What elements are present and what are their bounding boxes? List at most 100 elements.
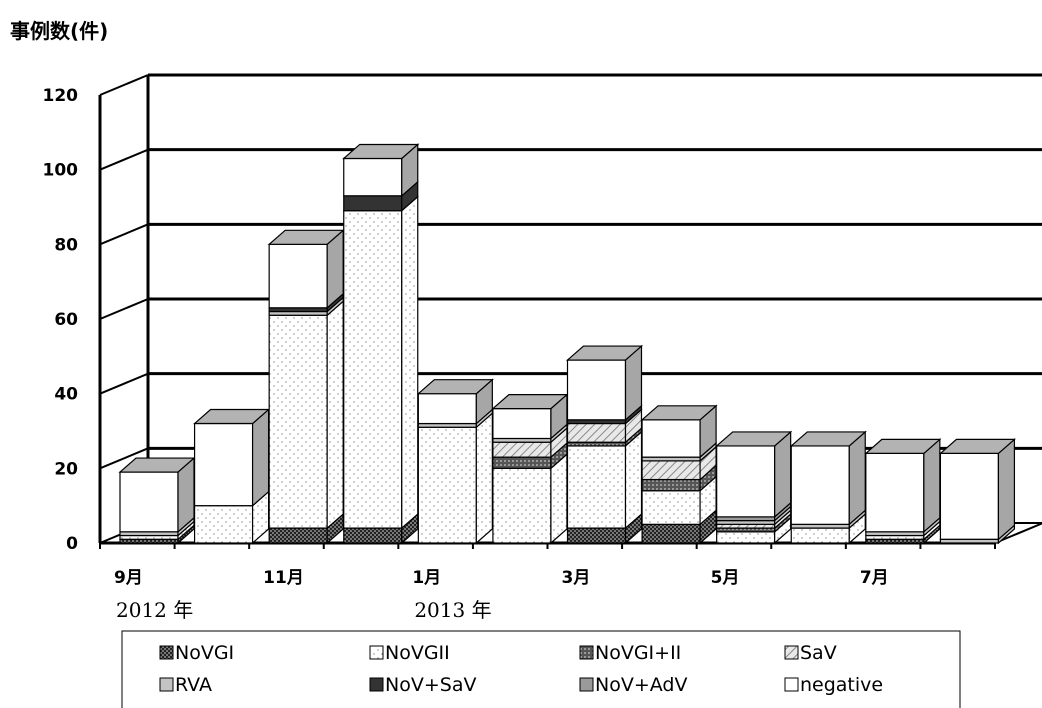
legend-item-NoVGI+II: NoVGI+II <box>579 642 681 664</box>
bar-segment-negative <box>790 445 850 525</box>
bar-stack-3 <box>267 229 345 545</box>
x-tick-label: 5月 <box>711 568 740 588</box>
bar-side-negative <box>251 408 270 507</box>
legend-item-NoVGI: NoVGI <box>159 642 234 664</box>
bar-segment-negative <box>641 419 701 458</box>
legend-swatch <box>579 645 594 660</box>
bar-side-negative <box>923 438 941 534</box>
legend-label: NoVGII <box>385 642 450 664</box>
x-tick-label: 11月 <box>263 568 304 588</box>
legend-frame <box>121 630 961 708</box>
y-tick-labels: 0 20 40 60 80 100 120 <box>43 86 79 554</box>
legend: NoVGI NoVGII NoVGI+II SaV RVA NoV+SaV NoV+AdV n… <box>121 630 961 708</box>
x-tick-label: 9月 <box>114 568 143 588</box>
y-axis-label: 事例数(件) <box>10 19 108 43</box>
bar-side-NoVGII <box>624 430 643 530</box>
bar-stack-11 <box>864 438 942 545</box>
bar-side-negative <box>848 430 866 526</box>
bar-segment-NoVGII <box>566 445 627 529</box>
legend-label: NoVGI <box>175 642 234 664</box>
depth-line <box>99 223 149 246</box>
bar-top <box>640 405 718 421</box>
bar-segment-negative <box>716 445 776 518</box>
bar-segment-negative <box>566 359 627 421</box>
bar-top <box>938 438 1017 454</box>
bar-stack-2 <box>192 408 271 545</box>
bar-stack-9 <box>715 430 793 545</box>
bar-top <box>715 431 793 447</box>
y-tick-label: 120 <box>43 86 79 106</box>
year-label: 2013 年 <box>414 598 491 622</box>
legend-swatch <box>159 645 174 660</box>
legend-swatch <box>159 677 174 692</box>
bar-side-NoVGII <box>401 195 419 530</box>
year-label: 2012 年 <box>116 598 193 622</box>
bar-segment-NoVGII <box>641 490 701 525</box>
legend-label: NoVGI+II <box>595 642 681 664</box>
legend-swatch <box>369 677 384 692</box>
bar-segment-negative <box>193 422 254 507</box>
y-tick-label: 40 <box>54 385 78 405</box>
bar-segment-negative <box>492 408 552 440</box>
bar-stack-6 <box>491 393 569 545</box>
legend-item-NoVGII: NoVGII <box>369 642 450 664</box>
bar-segment-NoVGII <box>417 426 477 544</box>
depth-line <box>99 148 149 171</box>
legend-swatch <box>579 677 594 692</box>
bar-segment-NoVGII <box>492 467 552 544</box>
bar-stack-8 <box>640 404 718 545</box>
legend-item-negative: negative <box>784 674 883 696</box>
x-tick-label: 7月 <box>860 568 889 588</box>
bar-segment-NoVGI <box>268 527 328 544</box>
bar-side-negative <box>997 438 1016 541</box>
bar-side-negative <box>774 430 792 519</box>
bar-segment-NoVGI <box>566 527 627 544</box>
bar-segment-negative <box>417 393 477 425</box>
legend-item-RVA: RVA <box>159 674 212 696</box>
bar-segment-negative <box>939 452 1000 540</box>
bar-top <box>565 345 644 361</box>
legend-label: SaV <box>800 642 837 664</box>
bar-side-NoVGII <box>326 299 344 530</box>
bar-segment-NoVGI+II <box>641 478 701 492</box>
bar-stack-4 <box>342 143 420 545</box>
x-tick-label: 3月 <box>562 568 591 588</box>
depth-line <box>99 74 149 96</box>
bar-stack-5 <box>416 378 494 545</box>
bar-segment-NoVGII <box>268 314 328 529</box>
bar-segment-negative <box>343 157 403 197</box>
bar-segment-negative <box>268 243 328 309</box>
bar-segment-NoV+SaV <box>343 195 403 212</box>
depth-line <box>99 298 149 320</box>
depth-line <box>99 447 149 470</box>
bar-side-NoVGII <box>550 453 568 545</box>
legend-label: NoV+SaV <box>385 674 476 696</box>
legend-item-NoV+SaV: NoV+SaV <box>369 674 476 696</box>
legend-label: negative <box>800 674 883 696</box>
bar-stack-1 <box>118 456 196 545</box>
bar-segment-NoVGII <box>790 527 850 544</box>
bar-segment-NoVGI <box>343 527 403 544</box>
bar-top <box>864 438 942 454</box>
bar-side-NoVGII <box>475 411 493 545</box>
bar-stack-12 <box>938 438 1017 545</box>
x-tick-label: 1月 <box>412 568 441 588</box>
bar-segment-NoVGII <box>343 210 403 529</box>
legend-item-SaV: SaV <box>784 642 837 664</box>
year-labels: 2012 年 2013 年 <box>116 598 492 622</box>
bar-segment-NoVGI+II <box>492 456 552 469</box>
x-tick-labels: 9月 11月 1月 3月 5月 7月 <box>114 568 889 588</box>
legend-label: NoV+AdV <box>595 674 687 696</box>
depth-line <box>99 372 149 395</box>
legend-label: RVA <box>175 674 212 696</box>
legend-swatch <box>784 645 799 660</box>
bar-segment-NoVGII <box>716 531 776 544</box>
legend-swatch <box>784 677 799 692</box>
y-tick-label: 0 <box>66 534 78 554</box>
bar-segment-NoVGII <box>193 505 254 544</box>
y-tick-label: 20 <box>54 459 78 479</box>
y-tick-label: 60 <box>54 310 78 330</box>
legend-item-NoV+AdV: NoV+AdV <box>579 674 687 696</box>
bar-stack-7 <box>565 344 644 545</box>
